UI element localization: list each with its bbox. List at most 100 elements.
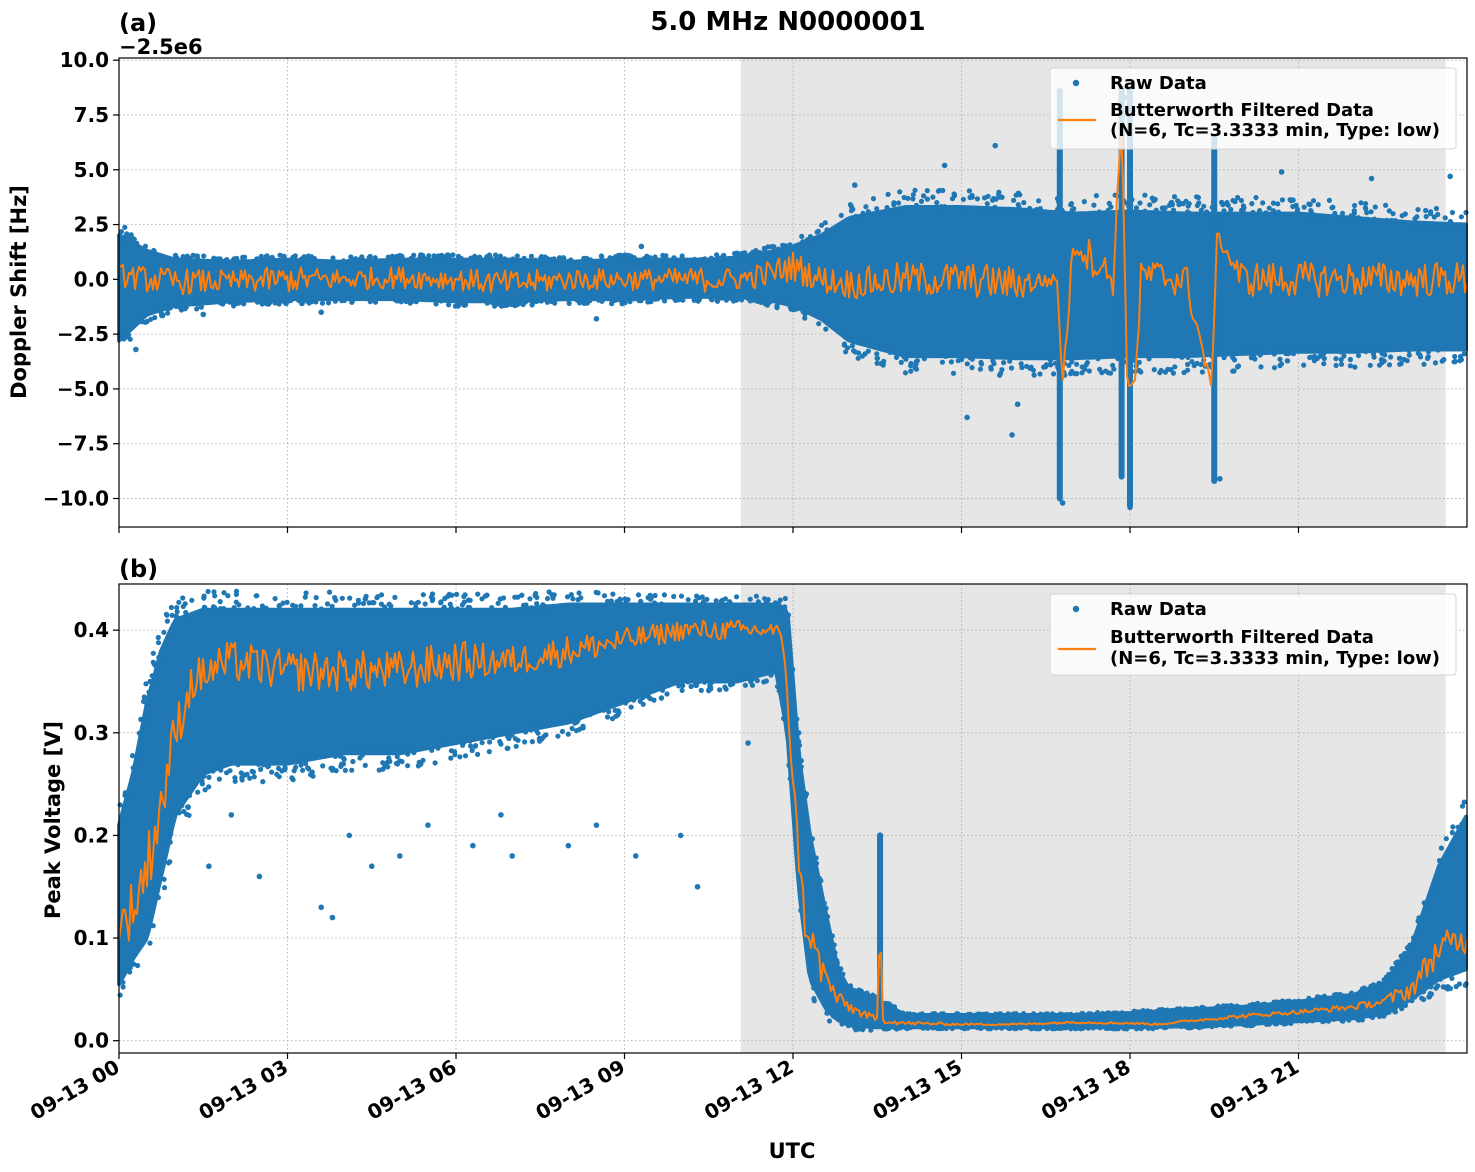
- panel-b-raw-data-point: [1199, 1004, 1205, 1010]
- panel-a-raw-data-point: [1253, 195, 1259, 201]
- panel-a-raw-data-point: [819, 222, 825, 228]
- panel-b-raw-data-point: [1038, 1011, 1044, 1017]
- panel-a-raw-data-point: [908, 363, 914, 369]
- panel-b-raw-data-point: [1068, 1011, 1074, 1018]
- panel-b-raw-data-point: [127, 965, 133, 971]
- panel-a-raw-data-point: [1198, 207, 1204, 213]
- panel-a-raw-data-point: [264, 253, 270, 259]
- panel-b-raw-data-point: [999, 1025, 1005, 1031]
- panel-b-raw-data-point: [455, 606, 461, 612]
- panel-b-raw-data-point: [211, 589, 217, 595]
- panel-a-raw-data-point: [1314, 355, 1320, 362]
- panel-a-raw-data-point: [1275, 209, 1282, 215]
- panel-a-raw-data-point: [1258, 364, 1264, 370]
- panel-b-raw-data-point: [546, 589, 552, 595]
- panel-b-raw-data-point: [259, 603, 265, 609]
- panel-b-raw-data-point: [559, 728, 566, 735]
- panel-a-raw-data-point: [1171, 194, 1178, 200]
- panel-b-raw-data-point: [1359, 1017, 1365, 1023]
- panel-b-raw-data-point: [1284, 999, 1290, 1005]
- panel-b-raw-data-point: [930, 1011, 936, 1017]
- panel-b-raw-data-point: [131, 961, 137, 967]
- panel-a-raw-data-point: [1321, 355, 1327, 362]
- panel-b-raw-data-point: [405, 751, 411, 757]
- panel-b-raw-data-point: [661, 592, 668, 598]
- panel-b-raw-data-point: [318, 606, 324, 612]
- panel-a-raw-data-point: [528, 253, 535, 259]
- panel-a-raw-data-point: [799, 233, 805, 239]
- panel-b-raw-data-point: [523, 729, 529, 735]
- panel-b-raw-data-point: [332, 595, 338, 601]
- panel-a-raw-data-point: [787, 304, 793, 310]
- panel-a-raw-data-point: [165, 310, 171, 316]
- panel-a-raw-data-point: [641, 256, 647, 262]
- panel-a-raw-data-point: [874, 206, 880, 212]
- panel-a-raw-data-point: [661, 298, 668, 304]
- panel-a-raw-data-point: [557, 258, 563, 264]
- panel-b-raw-data-outlier: [425, 822, 431, 828]
- panel-b-raw-data-point: [861, 1024, 867, 1030]
- panel-a-raw-data-point: [118, 229, 124, 235]
- panel-a-raw-data-point: [1423, 213, 1429, 220]
- panel-b-raw-data-point: [1221, 1022, 1227, 1028]
- panel-a-raw-data-outlier: [638, 243, 645, 250]
- panel-b-raw-data-point: [302, 594, 308, 600]
- panel-a-raw-data-point: [997, 372, 1003, 378]
- panel-b-raw-data-point: [263, 605, 269, 611]
- panel-b-legend-filtered-label: Butterworth Filtered Data: [1110, 627, 1374, 648]
- panel-b-raw-data-point: [1161, 1025, 1167, 1031]
- panel-b-raw-data-point: [505, 734, 511, 740]
- panel-a-raw-data-point: [671, 295, 677, 301]
- panel-b-raw-data-point: [320, 763, 326, 769]
- panel-a-raw-data-point: [1355, 215, 1362, 221]
- panel-b-raw-data-point: [790, 666, 796, 673]
- panel-b-raw-data-point: [813, 855, 819, 861]
- panel-b-raw-data-point: [884, 1026, 890, 1032]
- panel-b-raw-data-point: [1266, 1021, 1272, 1027]
- panel-a-raw-data-point: [201, 253, 207, 259]
- panel-b-raw-data-point: [432, 760, 438, 766]
- panel-b-raw-data-point: [1331, 1016, 1337, 1022]
- panel-b-raw-data-point: [692, 682, 699, 688]
- panel-b-raw-data-point: [753, 593, 760, 599]
- panel-a-raw-data-point: [421, 255, 427, 261]
- panel-b-raw-data-point: [1381, 977, 1387, 983]
- panel-b-raw-data-point: [794, 716, 800, 722]
- panel-a-raw-data-point: [308, 254, 315, 260]
- panel-a-raw-data-point: [739, 297, 745, 303]
- panel-a-raw-data-scatter: [117, 83, 1469, 511]
- panel-b-raw-data-point: [565, 731, 571, 737]
- panel-b-raw-data-point: [612, 707, 618, 714]
- panel-a-raw-data-point: [298, 256, 305, 262]
- panel-b-raw-data-point: [413, 604, 419, 611]
- panel-a-raw-data-point: [1427, 211, 1434, 217]
- panel-a-raw-data-point: [131, 236, 137, 242]
- panel-b-raw-data-point: [949, 1025, 955, 1032]
- panel-b-raw-data-point: [754, 678, 760, 684]
- panel-b-raw-data-point: [1281, 1021, 1287, 1027]
- panel-b-raw-data-point: [523, 602, 529, 608]
- panel-b-raw-data-point: [1119, 1010, 1125, 1016]
- panel-b-raw-data-point: [422, 601, 428, 607]
- panel-a-raw-data-point: [1015, 202, 1021, 208]
- panel-a-raw-data-outlier: [941, 162, 948, 169]
- panel-a-raw-data-point: [269, 254, 275, 260]
- panel-a-raw-data-point: [231, 256, 237, 262]
- panel-b-raw-data-point: [1461, 799, 1467, 805]
- panel-b-raw-data-point: [568, 592, 575, 598]
- panel-b-raw-data-point: [1184, 1024, 1190, 1030]
- panel-a-raw-data-point: [1074, 361, 1080, 367]
- panel-a-legend: Raw Data Butterworth Filtered Data (N=6,…: [1049, 67, 1457, 150]
- panel-b-raw-data-point: [543, 732, 549, 738]
- panel-a-raw-data-point: [855, 355, 861, 361]
- panel-a-raw-data-point: [241, 301, 247, 307]
- panel-a-raw-data-point: [1230, 354, 1236, 360]
- panel-a-raw-data-point: [1185, 361, 1191, 367]
- panel-a-raw-data-point: [532, 257, 538, 263]
- panel-b-raw-data-point: [925, 1025, 931, 1031]
- panel-a-raw-data-point: [407, 300, 413, 306]
- panel-b-raw-data-point: [1188, 1024, 1194, 1031]
- panel-b-raw-data-point: [1005, 1025, 1012, 1031]
- panel-a-raw-data-point: [862, 351, 868, 357]
- panel-b-raw-data-point: [300, 767, 306, 773]
